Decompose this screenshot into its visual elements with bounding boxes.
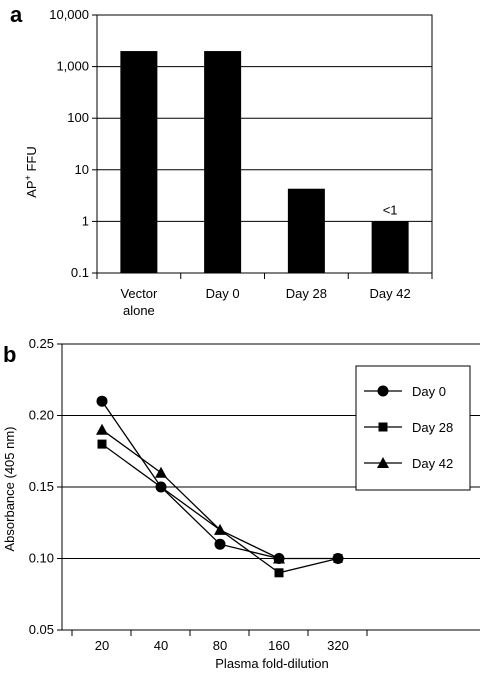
panel-b-y-tick-label: 0.20 <box>29 408 54 423</box>
panel-b-data-point <box>333 554 343 563</box>
panel-b-data-point <box>155 466 167 478</box>
panel-b-legend-label: Day 0 <box>412 384 446 399</box>
panel-b-data-point <box>97 439 107 449</box>
panel-b-legend-marker <box>377 385 389 397</box>
panel-a-bar <box>204 51 242 274</box>
panel-b-series-line <box>101 400 338 560</box>
panel-a-letter: a <box>10 2 23 27</box>
panel-a-y-tick-label: 10,000 <box>49 7 89 22</box>
panel-b-y-tick-label: 0.15 <box>29 479 54 494</box>
panel-b-legend-marker <box>377 457 389 468</box>
panel-a-category-label: Day 42 <box>370 286 411 301</box>
panel-a-bar <box>287 188 325 273</box>
panel-b-legend-box <box>355 365 471 491</box>
panel-a-y-tick-label: 0.1 <box>71 265 89 280</box>
panel-b-x-axis-label: Plasma fold-dilution <box>215 656 328 671</box>
panel-b-y-tick-label: 0.10 <box>29 551 54 566</box>
panel-a-y-tick-label: 1 <box>82 213 89 228</box>
panel-b-legend: Day 0 Day 28 Day 42 <box>355 365 471 491</box>
panel-a-category-label: Vector <box>120 286 158 301</box>
panel-a-y-tick-label: 100 <box>67 110 89 125</box>
panel-a-category-label: alone <box>123 303 155 318</box>
panel-b-y-tick-label: 0.25 <box>29 336 54 351</box>
panel-b-data-point <box>214 538 226 550</box>
panel-b-data-point <box>273 552 285 564</box>
panel-b-legend-label: Day 42 <box>412 456 453 471</box>
panel-a-y-tick-label: 10 <box>75 162 89 177</box>
panel-b-x-tick-label: 80 <box>213 638 227 653</box>
panel-b-legend-label: Day 28 <box>412 420 453 435</box>
panel-a-bar <box>120 51 158 274</box>
panel-b-y-axis-label: Absorbance (405 nm) <box>2 426 17 551</box>
panel-b-data-point <box>96 395 108 407</box>
panel-b-x-tick-label: 20 <box>95 638 109 653</box>
panel-b-data-point <box>274 568 284 578</box>
panel-b-series-line <box>101 429 280 560</box>
panel-b-data-point <box>155 481 167 493</box>
panel-a-y-axis-label: AP+ FFU <box>23 146 39 198</box>
panel-b-y-tick-label: 0.05 <box>29 622 54 637</box>
panel-a-plot-frame <box>96 14 433 274</box>
panel-b-legend-marker <box>378 422 388 432</box>
panel-a-data-label: <1 <box>383 202 398 217</box>
panel-b-data-point <box>214 523 226 535</box>
panel-a-y-tick-label: 1,000 <box>56 59 89 74</box>
panel-b-x-tick-label: 160 <box>268 638 290 653</box>
panel-b-data-point <box>96 423 108 435</box>
panel-b-x-tick-label: 40 <box>154 638 168 653</box>
panel-b-series-line <box>101 443 339 574</box>
panel-b-x-tick-label: 320 <box>327 638 349 653</box>
panel-a-category-label: Day 28 <box>286 286 327 301</box>
panel-b-letter: b <box>3 342 16 367</box>
panel-a-bar <box>371 221 409 273</box>
panel-b-plot-frame <box>61 343 480 631</box>
panel-a-category-label: Day 0 <box>206 286 240 301</box>
panel-b-line-chart: b Absorbance (405 nm) Plasma fold-diluti… <box>2 336 480 671</box>
panel-a-bar-chart: a AP+ FFU 0.1 1 10 100 1,000 10,000 Vector alo… <box>10 2 433 318</box>
